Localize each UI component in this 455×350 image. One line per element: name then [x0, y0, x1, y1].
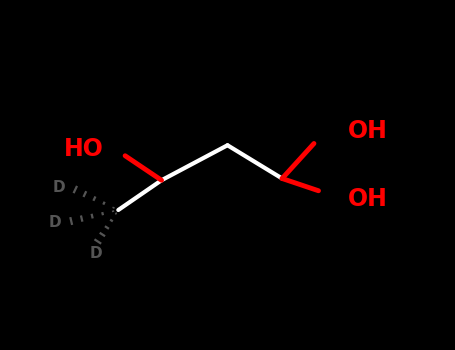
- Text: D: D: [89, 246, 102, 261]
- Text: HO: HO: [64, 137, 104, 161]
- Text: D: D: [53, 180, 66, 195]
- Text: OH: OH: [348, 188, 388, 211]
- Text: OH: OH: [348, 119, 388, 143]
- Text: D: D: [48, 215, 61, 230]
